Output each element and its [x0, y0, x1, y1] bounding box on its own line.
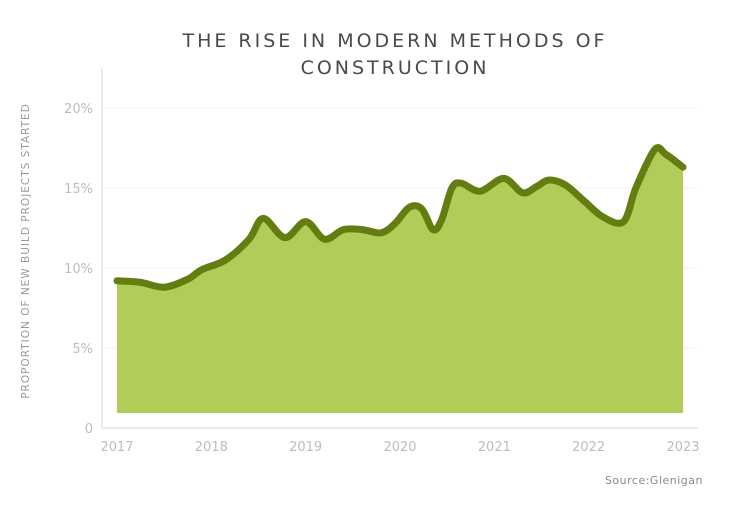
y-tick-label: 15% [64, 182, 93, 197]
data-point [379, 231, 383, 235]
x-tick-label: 2022 [572, 440, 605, 455]
data-point [420, 207, 424, 211]
x-tick-label: 2018 [195, 440, 228, 455]
data-point [341, 228, 345, 232]
data-point [261, 216, 265, 220]
y-tick-label: 0 [85, 422, 93, 437]
source-note: Source:Glenigan [604, 474, 703, 487]
data-point [450, 186, 454, 190]
data-point [521, 191, 525, 195]
series-line-0 [113, 144, 687, 291]
data-point [440, 218, 444, 222]
data-point [535, 184, 539, 188]
x-tick-label: 2023 [666, 440, 699, 455]
data-point [601, 215, 605, 219]
data-point [563, 183, 567, 187]
data-point [139, 280, 143, 284]
data-point [502, 176, 506, 180]
data-point [186, 277, 190, 281]
y-tick-label: 5% [72, 342, 93, 357]
data-point [162, 285, 166, 289]
data-point [478, 189, 482, 193]
data-point [360, 228, 364, 232]
data-point [681, 165, 685, 169]
x-tick-label: 2019 [289, 440, 322, 455]
data-point [547, 178, 551, 182]
x-tick-label: 2021 [478, 440, 511, 455]
data-point [223, 258, 227, 262]
series-group [113, 144, 687, 413]
data-point [200, 268, 204, 272]
data-point [459, 181, 463, 185]
data-point [283, 236, 287, 240]
data-point [582, 199, 586, 203]
y-tick-labels: 0 5% 10% 15% 20% [64, 102, 93, 437]
data-point [664, 152, 668, 156]
data-point [247, 237, 251, 241]
y-tick-label: 20% [64, 102, 93, 117]
x-tick-label: 2020 [383, 440, 416, 455]
data-point [323, 237, 327, 241]
data-point [634, 186, 638, 190]
x-tick-label: 2017 [100, 440, 133, 455]
y-tick-label: 10% [64, 262, 93, 277]
data-point [653, 148, 657, 152]
data-point [431, 228, 435, 232]
data-point [393, 221, 397, 225]
data-point [407, 205, 411, 209]
data-point [115, 279, 119, 283]
series-area-0 [117, 147, 683, 413]
axes [101, 68, 698, 429]
data-point [304, 220, 308, 224]
x-tick-labels: 2017 2018 2019 2020 2021 2022 2023 [100, 440, 699, 455]
data-point [622, 220, 626, 224]
